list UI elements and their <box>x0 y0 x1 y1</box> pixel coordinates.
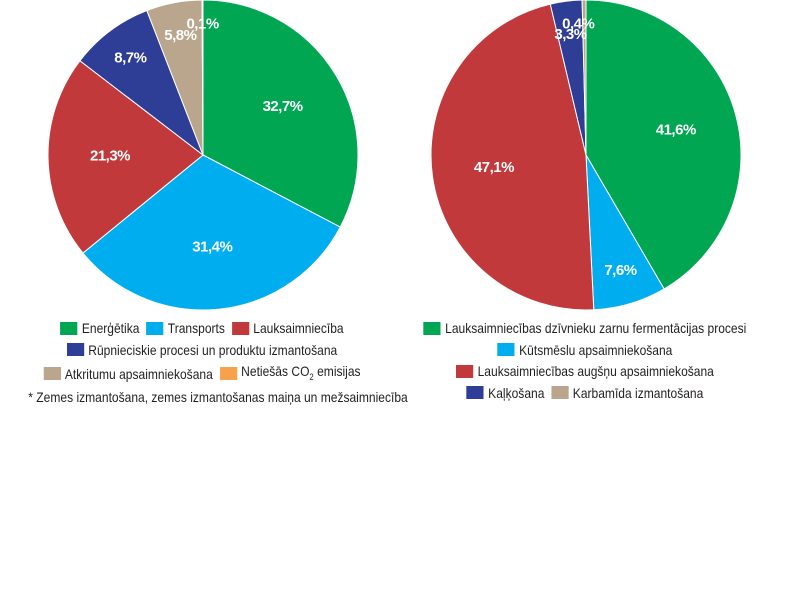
legend-swatch <box>466 386 484 399</box>
data-label: 0,1% <box>186 16 218 33</box>
legend-swatch <box>66 343 84 356</box>
data-label: 3,3% <box>554 26 586 43</box>
legend-item: Lauksaimniecības dzīvnieku zarnu ferment… <box>423 318 747 338</box>
legend-item: Kaļķošana <box>466 383 545 403</box>
data-label: 47,1% <box>474 159 514 176</box>
legend-label: Kaļķošana <box>488 384 545 401</box>
legend-item: Atkritumu apsaimniekošana <box>43 364 213 384</box>
data-label: 41,6% <box>656 122 696 139</box>
legend-item: Enerģētika <box>60 318 139 338</box>
legend-left: Enerģētika Transports Lauksaimniecība Rūpni… <box>28 318 408 407</box>
legend-label: Kūtsmēslu apsaimniekošana <box>519 341 673 358</box>
legend-item: Netiešās CO2 emisijas <box>219 361 361 387</box>
legend-swatch <box>551 386 569 399</box>
footnote: * Zemes izmantošana, zemes izmantošanas … <box>28 388 408 405</box>
legend-label: Netiešās CO2 emisijas <box>241 363 361 382</box>
data-label: 0,4% <box>562 16 594 33</box>
pie-slice <box>47 60 204 254</box>
pie-slice <box>581 0 587 156</box>
legend-item: Kūtsmēslu apsaimniekošana <box>497 340 673 360</box>
data-label: 31,4% <box>192 238 232 255</box>
data-label: 32,7% <box>263 98 303 115</box>
data-label: 21,3% <box>90 147 130 164</box>
legend-swatch <box>456 364 474 378</box>
pie-slice <box>202 0 359 228</box>
legend-label: Lauksaimniecības augšņu apsaimniekošana <box>477 363 714 379</box>
legend-label: Karbamīda izmantošana <box>572 384 704 401</box>
legend-item: Lauksaimniecības augšņu apsaimniekošana <box>456 361 714 381</box>
legend-swatch <box>146 321 164 335</box>
data-label: 7,6% <box>604 262 636 279</box>
pie-slice <box>82 154 341 311</box>
legend-right: Lauksaimniecības dzīvnieku zarnu ferment… <box>413 318 757 404</box>
legend-item: Rūpnieciskie procesi un produktu izmanto… <box>66 340 338 360</box>
legend-swatch <box>423 321 441 335</box>
pie-slice <box>79 9 205 157</box>
legend-swatch <box>60 321 78 335</box>
legend-label: Rūpnieciskie procesi un produktu izmanto… <box>88 341 338 358</box>
legend-item: Karbamīda izmantošana <box>551 383 703 403</box>
legend-label: Transports <box>167 320 225 336</box>
data-label: 5,8% <box>164 27 196 44</box>
legend-label: Lauksaimniecība <box>253 320 344 336</box>
legend-label: Enerģētika <box>81 320 140 336</box>
legend-swatch <box>43 367 61 381</box>
legend-item: Transports <box>146 318 225 338</box>
legend-label: Lauksaimniecības dzīvnieku zarnu ferment… <box>445 320 747 336</box>
legend-item: Lauksaimniecība <box>231 318 344 338</box>
pie-slice <box>201 0 204 156</box>
legend-swatch <box>497 343 515 356</box>
data-label: 8,7% <box>114 49 146 66</box>
pie-slice <box>430 3 595 311</box>
pie-slice <box>585 0 742 290</box>
legend-swatch <box>219 367 237 381</box>
legend-label: Atkritumu apsaimniekošana <box>64 365 213 382</box>
legend-swatch <box>231 321 249 335</box>
